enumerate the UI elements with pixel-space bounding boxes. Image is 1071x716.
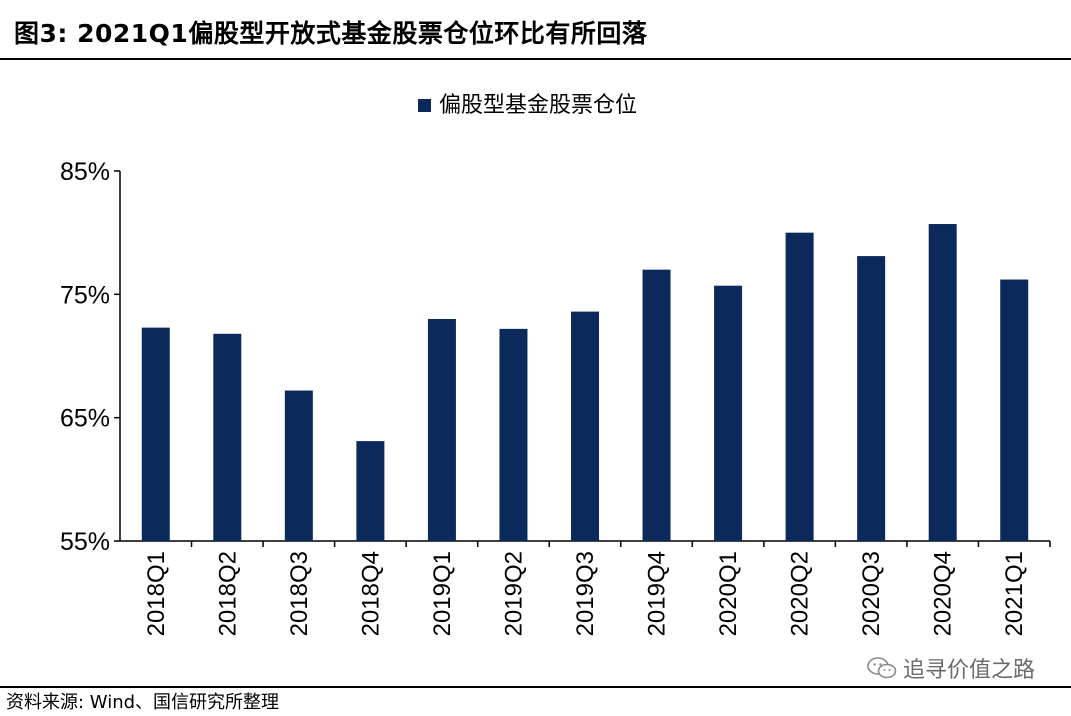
x-tick-label: 2020Q1: [715, 551, 742, 636]
bar: [571, 311, 599, 541]
bar: [356, 441, 385, 541]
bar: [642, 269, 671, 541]
x-tick-label: 2020Q2: [787, 551, 814, 636]
source-note: 资料来源: Wind、国信研究所整理: [6, 692, 280, 713]
y-tick-label: 65%: [60, 405, 110, 433]
y-tick-label: 75%: [60, 281, 110, 309]
x-tick-label: 2018Q1: [143, 551, 170, 636]
x-tick-label: 2019Q1: [429, 551, 456, 636]
watermark-text: 追寻价值之路: [902, 658, 1035, 683]
footer-divider: [0, 686, 1071, 688]
bar: [499, 328, 528, 541]
bar-chart: 偏股型基金股票仓位 55% 65% 75% 85% 2018Q1 2018Q2 2018Q3 2…: [60, 92, 1051, 636]
x-tick-label: 2020Q3: [858, 551, 885, 636]
x-tick-label: 2018Q3: [286, 551, 313, 636]
x-tick-label: 2018Q2: [214, 551, 241, 636]
wechat-icon: [867, 657, 897, 679]
y-tick-label: 85%: [60, 158, 110, 186]
watermark: 追寻价值之路: [867, 652, 1035, 684]
y-tick-label: 55%: [60, 528, 110, 556]
bar: [1000, 279, 1029, 541]
bar: [857, 256, 886, 541]
bar: [284, 390, 313, 541]
legend-swatch: [418, 99, 431, 112]
figure-header: 图3: 2021Q1偏股型开放式基金股票仓位环比有所回落: [0, 0, 1071, 60]
bar: [928, 224, 957, 542]
legend-label: 偏股型基金股票仓位: [439, 92, 637, 117]
bar: [427, 319, 456, 541]
x-tick-label: 2018Q4: [357, 551, 384, 636]
bar: [785, 232, 814, 541]
x-tick-label: 2021Q1: [1001, 551, 1028, 636]
x-tick-label: 2019Q2: [500, 551, 527, 636]
bar: [213, 333, 242, 541]
x-tick-label: 2020Q4: [930, 551, 957, 636]
figure-title: 图3: 2021Q1偏股型开放式基金股票仓位环比有所回落: [14, 19, 648, 48]
bar: [141, 327, 170, 541]
x-tick-label: 2019Q4: [644, 551, 671, 636]
bar: [714, 285, 743, 541]
x-tick-label: 2019Q3: [572, 551, 599, 636]
